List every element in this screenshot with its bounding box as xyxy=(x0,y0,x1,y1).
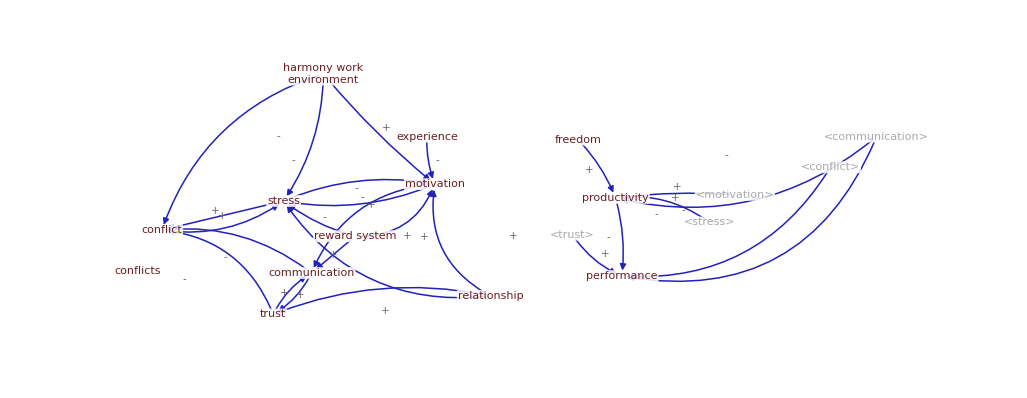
FancyArrowPatch shape xyxy=(289,179,427,199)
Text: +: + xyxy=(671,193,680,203)
Text: <trust>: <trust> xyxy=(550,230,595,240)
Text: +: + xyxy=(280,288,289,298)
Text: -: - xyxy=(322,212,326,222)
Text: productivity: productivity xyxy=(582,193,649,203)
Text: +: + xyxy=(420,232,428,242)
FancyArrowPatch shape xyxy=(630,172,828,279)
Text: relationship: relationship xyxy=(458,291,524,301)
Text: +: + xyxy=(381,306,390,316)
Text: +: + xyxy=(329,250,338,259)
Text: stress: stress xyxy=(267,196,300,206)
FancyArrowPatch shape xyxy=(622,193,729,199)
Text: -: - xyxy=(654,209,658,219)
FancyArrowPatch shape xyxy=(427,142,433,177)
Text: -: - xyxy=(277,131,280,141)
FancyArrowPatch shape xyxy=(360,191,432,236)
FancyArrowPatch shape xyxy=(276,277,305,310)
FancyArrowPatch shape xyxy=(629,142,874,281)
FancyArrowPatch shape xyxy=(431,191,486,293)
Text: +: + xyxy=(382,123,390,133)
Text: +: + xyxy=(404,231,412,241)
Text: trust: trust xyxy=(260,309,287,319)
FancyArrowPatch shape xyxy=(582,144,613,191)
Text: +: + xyxy=(585,164,594,175)
Text: +: + xyxy=(367,200,376,210)
Text: +: + xyxy=(296,290,305,300)
Text: <conflict>: <conflict> xyxy=(801,162,860,172)
Text: <communication>: <communication> xyxy=(824,132,929,142)
Text: <motivation>: <motivation> xyxy=(695,190,774,200)
Text: experience: experience xyxy=(396,132,458,142)
Text: +: + xyxy=(219,211,227,220)
Text: freedom: freedom xyxy=(555,135,602,145)
Text: -: - xyxy=(682,205,686,215)
FancyArrowPatch shape xyxy=(290,205,350,235)
FancyArrowPatch shape xyxy=(291,186,429,206)
FancyArrowPatch shape xyxy=(280,287,485,312)
FancyArrowPatch shape xyxy=(622,194,705,219)
FancyArrowPatch shape xyxy=(314,185,429,266)
Text: conflict: conflict xyxy=(142,225,182,235)
Text: -: - xyxy=(354,183,357,193)
Text: -: - xyxy=(607,232,610,242)
FancyArrowPatch shape xyxy=(288,79,324,195)
Text: -: - xyxy=(292,155,295,165)
FancyArrowPatch shape xyxy=(288,207,485,298)
Text: +: + xyxy=(601,249,610,259)
Text: <stress>: <stress> xyxy=(684,217,735,227)
Text: -: - xyxy=(224,252,227,262)
Text: communication: communication xyxy=(268,268,354,278)
FancyArrowPatch shape xyxy=(617,203,625,269)
Text: conflicts: conflicts xyxy=(115,267,161,277)
Text: +: + xyxy=(673,182,681,192)
Text: performance: performance xyxy=(586,271,657,281)
FancyArrowPatch shape xyxy=(622,140,872,207)
Text: -: - xyxy=(435,155,439,165)
Text: motivation: motivation xyxy=(405,179,465,189)
Text: -: - xyxy=(360,192,365,202)
Text: +: + xyxy=(211,206,220,216)
FancyArrowPatch shape xyxy=(279,278,309,310)
FancyArrowPatch shape xyxy=(576,239,615,273)
FancyArrowPatch shape xyxy=(167,205,277,232)
FancyArrowPatch shape xyxy=(169,229,271,309)
Text: -: - xyxy=(183,274,187,284)
Text: harmony work
environment: harmony work environment xyxy=(283,63,364,85)
Text: -: - xyxy=(724,150,728,160)
FancyArrowPatch shape xyxy=(317,240,351,268)
Text: reward system: reward system xyxy=(314,231,396,241)
FancyArrowPatch shape xyxy=(163,76,318,223)
FancyArrowPatch shape xyxy=(169,226,307,270)
FancyArrowPatch shape xyxy=(327,78,429,179)
FancyArrowPatch shape xyxy=(168,202,278,230)
Text: +: + xyxy=(509,231,518,241)
